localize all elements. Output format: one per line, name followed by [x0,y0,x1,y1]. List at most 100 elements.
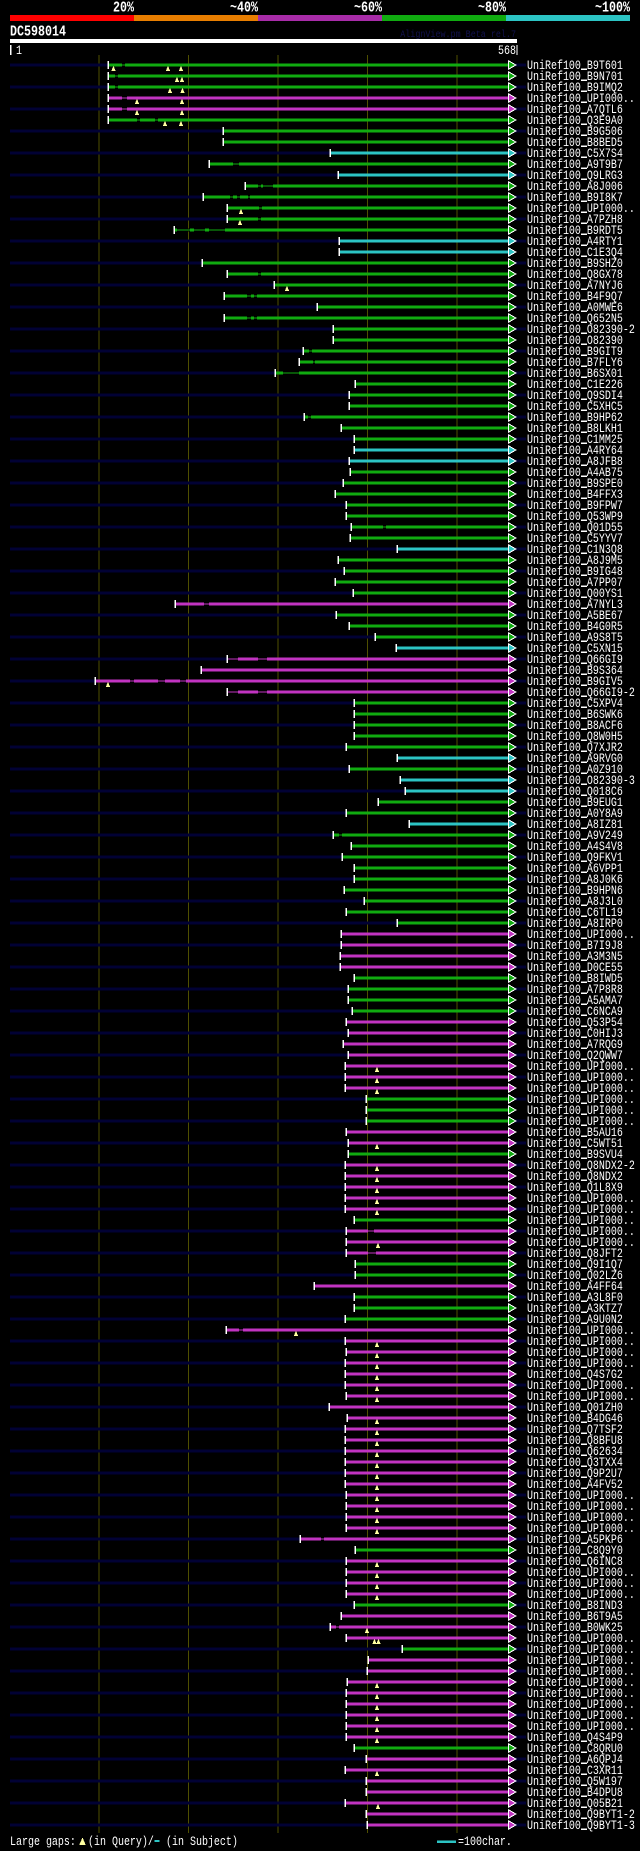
svg-text:UniRef100 C1E3Q4: UniRef100 C1E3Q4 [527,246,623,261]
svg-text:UniRef100 UPI000..: UniRef100 UPI000.. [527,1577,635,1592]
svg-text:UniRef100 B9SPE0: UniRef100 B9SPE0 [527,477,623,492]
svg-text:UniRef100 A9U0N2: UniRef100 A9U0N2 [527,1313,623,1328]
svg-text:UniRef100 A8IRP0: UniRef100 A8IRP0 [527,917,623,932]
svg-text:UniRef100 UPI000..: UniRef100 UPI000.. [527,1654,635,1669]
svg-text:UniRef100 UPI000..: UniRef100 UPI000.. [527,1346,635,1361]
svg-text:UniRef100 A8J0K6: UniRef100 A8J0K6 [527,873,623,888]
svg-text:UniRef100 B9EUG1: UniRef100 B9EUG1 [527,796,623,811]
svg-text:UniRef100 Q9I1Q7: UniRef100 Q9I1Q7 [527,1258,623,1273]
svg-text:UniRef100 UPI000..: UniRef100 UPI000.. [527,928,635,943]
svg-text:UniRef100 UPI000..: UniRef100 UPI000.. [527,1324,635,1339]
svg-text:UniRef100 A0Z910: UniRef100 A0Z910 [527,763,623,778]
svg-text:UniRef100 UPI000..: UniRef100 UPI000.. [527,1115,635,1130]
svg-text:UniRef100 B4F9Q7: UniRef100 B4F9Q7 [527,290,623,305]
svg-text:UniRef100 Q652N5: UniRef100 Q652N5 [527,312,623,327]
svg-text:UniRef100 UPI000..: UniRef100 UPI000.. [527,202,635,217]
svg-text:~40%: ~40% [230,0,258,16]
svg-text:UniRef100 Q9FKV1: UniRef100 Q9FKV1 [527,851,623,866]
svg-text:UniRef100 C1MM25: UniRef100 C1MM25 [527,433,623,448]
svg-text:UniRef100 B9IMQ2: UniRef100 B9IMQ2 [527,81,623,96]
svg-text:UniRef100 Q6INC8: UniRef100 Q6INC8 [527,1555,623,1570]
svg-text:UniRef100 A4FF64: UniRef100 A4FF64 [527,1280,623,1295]
svg-text:UniRef100 Q4S7G2: UniRef100 Q4S7G2 [527,1368,623,1383]
svg-text:UniRef100 Q8W0H5: UniRef100 Q8W0H5 [527,730,623,745]
svg-text:UniRef100 C6TL19: UniRef100 C6TL19 [527,906,623,921]
svg-text:UniRef100 A5BE67: UniRef100 A5BE67 [527,609,623,624]
svg-text:UniRef100 A0MWE6: UniRef100 A0MWE6 [527,301,623,316]
svg-text:UniRef100 UPI000..: UniRef100 UPI000.. [527,1071,635,1086]
svg-text:(in Subject): (in Subject) [166,1835,238,1850]
svg-text:UniRef100 Q8BFU8: UniRef100 Q8BFU8 [527,1434,623,1449]
svg-text:UniRef100 UPI000..: UniRef100 UPI000.. [527,1203,635,1218]
svg-text:UniRef100 C5X7S4: UniRef100 C5X7S4 [527,147,623,162]
svg-text:UniRef100 Q01ZH0: UniRef100 Q01ZH0 [527,1401,623,1416]
svg-text:UniRef100 B4DG46: UniRef100 B4DG46 [527,1412,623,1427]
svg-text:UniRef100 Q9BYT1-3: UniRef100 Q9BYT1-3 [527,1819,635,1834]
svg-text:UniRef100 B8LKH1: UniRef100 B8LKH1 [527,422,623,437]
svg-text:UniRef100 Q05B21: UniRef100 Q05B21 [527,1797,623,1812]
svg-text:UniRef100 UPI000..: UniRef100 UPI000.. [527,1665,635,1680]
svg-text:(in Query)/: (in Query)/ [88,1835,154,1850]
svg-text:UniRef100 UPI000..: UniRef100 UPI000.. [527,1676,635,1691]
svg-text:UniRef100 UPI000..: UniRef100 UPI000.. [527,1379,635,1394]
svg-text:UniRef100 B5AU16: UniRef100 B5AU16 [527,1126,623,1141]
svg-text:UniRef100 UPI000..: UniRef100 UPI000.. [527,1104,635,1119]
svg-text:UniRef100 B9FPW7: UniRef100 B9FPW7 [527,499,623,514]
svg-text:UniRef100 B9S364: UniRef100 B9S364 [527,664,623,679]
svg-text:UniRef100 C0HIJ3: UniRef100 C0HIJ3 [527,1027,623,1042]
svg-text:UniRef100 B9SVU4: UniRef100 B9SVU4 [527,1148,623,1163]
svg-text:UniRef100 UPI000..: UniRef100 UPI000.. [527,1357,635,1372]
svg-text:UniRef100 A8J9M5: UniRef100 A8J9M5 [527,554,623,569]
svg-text:UniRef100 B9GIV5: UniRef100 B9GIV5 [527,675,623,690]
svg-text:UniRef100 O82390-3: UniRef100 O82390-3 [527,774,635,789]
svg-text:Large gaps:: Large gaps: [10,1835,76,1850]
svg-text:UniRef100 B9T601: UniRef100 B9T601 [527,59,623,74]
svg-text:DC598014: DC598014 [10,23,66,40]
svg-text:UniRef100 A3KTZ7: UniRef100 A3KTZ7 [527,1302,623,1317]
svg-text:UniRef100 C8Q9Y0: UniRef100 C8Q9Y0 [527,1544,623,1559]
svg-text:UniRef100 A7NYL3: UniRef100 A7NYL3 [527,598,623,613]
svg-text:UniRef100 C5YYV7: UniRef100 C5YYV7 [527,532,623,547]
svg-text:UniRef100 Q7XJR2: UniRef100 Q7XJR2 [527,741,623,756]
svg-text:1: 1 [16,44,22,59]
svg-text:UniRef100 UPI000..: UniRef100 UPI000.. [527,1390,635,1405]
svg-text:UniRef100 Q62634: UniRef100 Q62634 [527,1445,623,1460]
svg-text:~100%: ~100% [595,0,630,16]
svg-text:UniRef100 UPI000..: UniRef100 UPI000.. [527,1720,635,1735]
svg-text:UniRef100 Q8NDX2-2: UniRef100 Q8NDX2-2 [527,1159,635,1174]
svg-text:UniRef100 A9RVG0: UniRef100 A9RVG0 [527,752,623,767]
svg-text:UniRef100 A6VPP1: UniRef100 A6VPP1 [527,862,623,877]
svg-text:UniRef100 UPI000..: UniRef100 UPI000.. [527,1709,635,1724]
svg-text:UniRef100 B8IND3: UniRef100 B8IND3 [527,1599,623,1614]
svg-text:UniRef100 UPI000..: UniRef100 UPI000.. [527,1698,635,1713]
svg-text:UniRef100 C5XHC5: UniRef100 C5XHC5 [527,400,623,415]
svg-text:UniRef100 A9V249: UniRef100 A9V249 [527,829,623,844]
svg-text:UniRef100 A7PP07: UniRef100 A7PP07 [527,576,623,591]
svg-text:UniRef100 Q4S4P9: UniRef100 Q4S4P9 [527,1731,623,1746]
svg-text:UniRef100 UPI000..: UniRef100 UPI000.. [527,1588,635,1603]
svg-text:UniRef100 Q3TXX4: UniRef100 Q3TXX4 [527,1456,623,1471]
svg-text:UniRef100 B7I9J8: UniRef100 B7I9J8 [527,939,623,954]
svg-text:UniRef100 UPI000..: UniRef100 UPI000.. [527,1093,635,1108]
svg-text:UniRef100 Q9LRG3: UniRef100 Q9LRG3 [527,169,623,184]
svg-text:UniRef100 Q018C6: UniRef100 Q018C6 [527,785,623,800]
svg-text:UniRef100 C5XPV4: UniRef100 C5XPV4 [527,697,623,712]
svg-text:UniRef100 A9S8T5: UniRef100 A9S8T5 [527,631,623,646]
svg-text:UniRef100 B8BED5: UniRef100 B8BED5 [527,136,623,151]
svg-text:UniRef100 UPI000..: UniRef100 UPI000.. [527,1511,635,1526]
svg-text:UniRef100 O82390-2: UniRef100 O82390-2 [527,323,635,338]
svg-text:UniRef100 Q9SDI4: UniRef100 Q9SDI4 [527,389,623,404]
svg-text:UniRef100 A7PZH8: UniRef100 A7PZH8 [527,213,623,228]
svg-text:UniRef100 C5WT51: UniRef100 C5WT51 [527,1137,623,1152]
svg-text:UniRef100 A5PKP6: UniRef100 A5PKP6 [527,1533,623,1548]
svg-text:UniRef100 B9G506: UniRef100 B9G506 [527,125,623,140]
svg-text:UniRef100 UPI000..: UniRef100 UPI000.. [527,1489,635,1504]
svg-text:UniRef100 A7QTL6: UniRef100 A7QTL6 [527,103,623,118]
svg-text:UniRef100 A3M3N5: UniRef100 A3M3N5 [527,950,623,965]
svg-text:UniRef100 UPI000..: UniRef100 UPI000.. [527,1060,635,1075]
svg-text:UniRef100 Q00YS1: UniRef100 Q00YS1 [527,587,623,602]
svg-text:UniRef100 B9HPN6: UniRef100 B9HPN6 [527,884,623,899]
svg-text:UniRef100 Q9BYT1-2: UniRef100 Q9BYT1-2 [527,1808,635,1823]
svg-text:UniRef100 A4RY64: UniRef100 A4RY64 [527,444,623,459]
svg-text:~60%: ~60% [354,0,382,16]
